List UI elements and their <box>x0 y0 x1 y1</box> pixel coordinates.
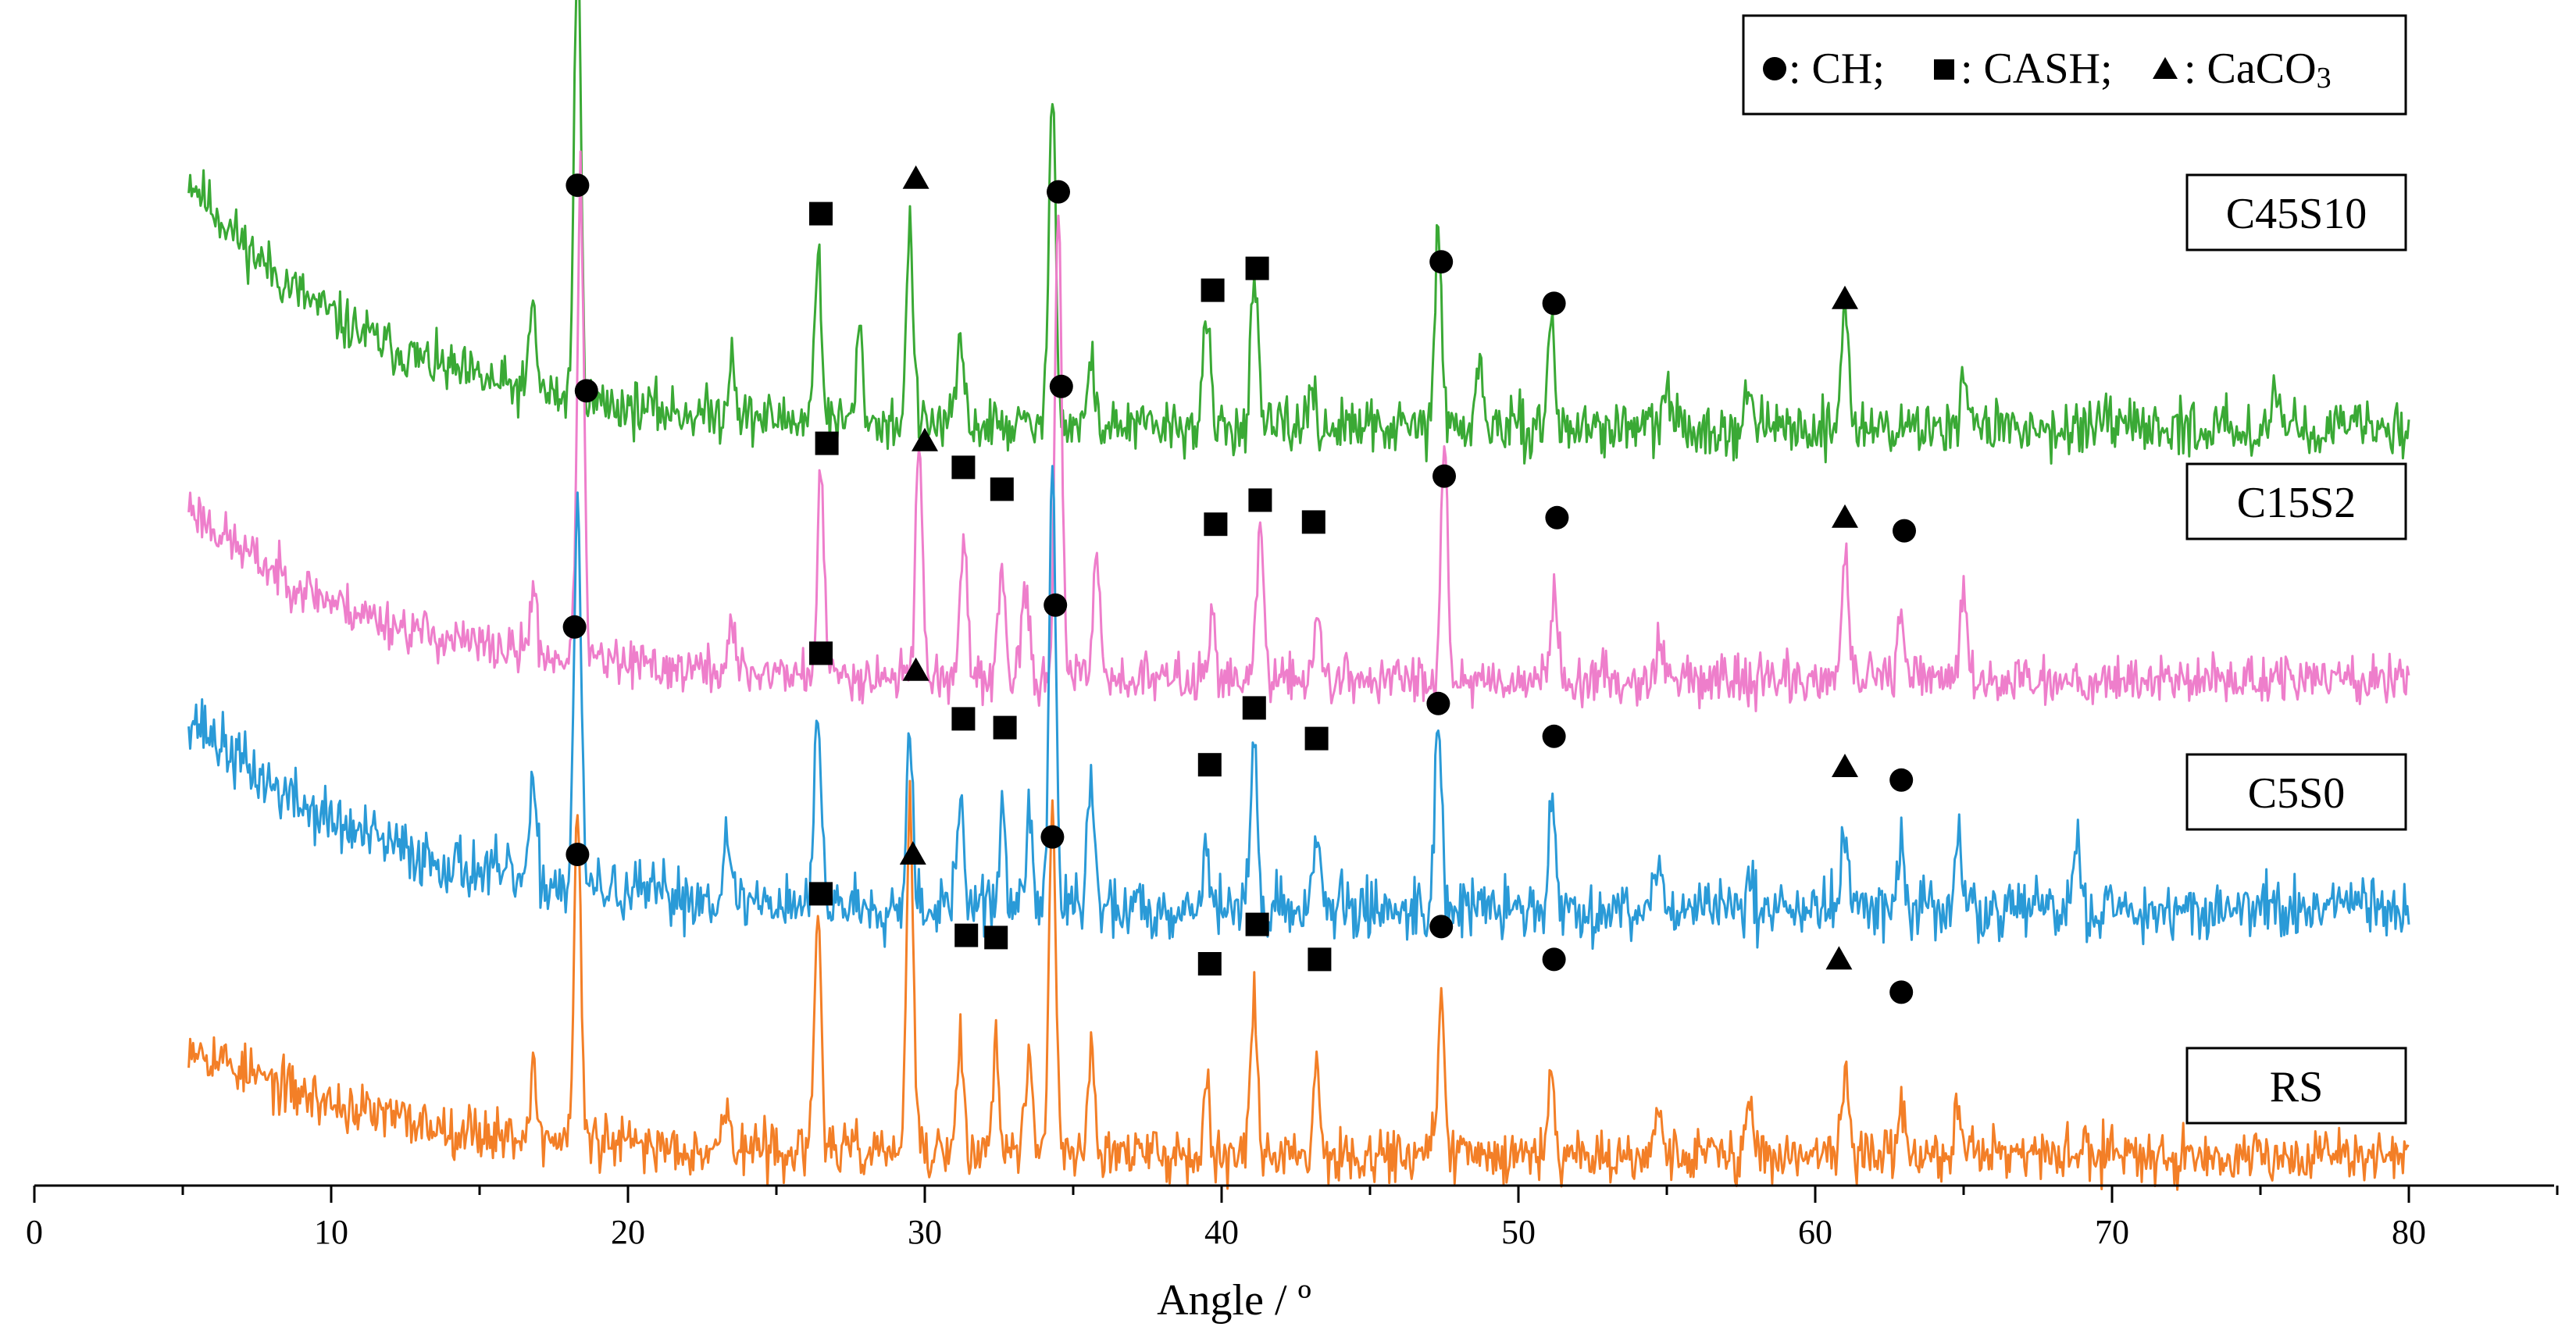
legend-label-ch: : CH; <box>1789 45 1885 93</box>
x-tick-label: 0 <box>26 1213 43 1251</box>
square-marker <box>993 715 1017 740</box>
x-tick-label: 70 <box>2095 1213 2129 1251</box>
square-marker <box>1204 512 1228 537</box>
square-marker <box>1304 726 1329 751</box>
series-line-rs <box>187 779 2410 1191</box>
marker-layer <box>562 165 1916 1004</box>
triangle-marker <box>902 657 929 681</box>
x-tick-label: 80 <box>2392 1213 2426 1251</box>
square-marker <box>984 926 1008 950</box>
series-label-c5s0: C5S0 <box>2185 753 2407 831</box>
x-tick-label: 50 <box>1501 1213 1536 1251</box>
circle-marker <box>1426 691 1450 715</box>
square-marker <box>1242 696 1266 720</box>
square-marker <box>1245 912 1269 936</box>
series-label-text: C45S10 <box>2226 190 2367 238</box>
series-label-box <box>2185 173 2407 251</box>
series-label-box <box>2185 462 2407 540</box>
circle-marker <box>1049 374 1073 398</box>
circle-marker <box>1545 505 1569 530</box>
series-line-c5s0 <box>187 465 2410 950</box>
square-marker <box>1245 256 1269 280</box>
x-tick-label: 60 <box>1798 1213 1832 1251</box>
circle-marker <box>1047 180 1070 204</box>
circle-marker <box>562 615 587 639</box>
series-label-text: C15S2 <box>2237 479 2357 527</box>
circle-marker <box>1893 519 1916 543</box>
legend-square-icon <box>1934 59 1954 80</box>
triangle-marker <box>899 841 926 865</box>
legend-label-cash: : CASH; <box>1961 45 2113 93</box>
circle-marker <box>1432 464 1456 488</box>
square-marker <box>809 882 833 906</box>
square-marker <box>1197 753 1222 777</box>
legend: : CH; : CASH; : CaCO3 <box>1742 14 2407 116</box>
x-tick-label: 40 <box>1204 1213 1239 1251</box>
circle-marker <box>1542 947 1566 972</box>
series-label-rs: RS <box>2185 1047 2407 1125</box>
circle-marker <box>574 379 598 403</box>
square-marker <box>951 455 976 480</box>
circle-marker <box>1889 980 1914 1004</box>
series-label-c45s10: C45S10 <box>2185 173 2407 251</box>
legend-circle-icon <box>1763 57 1786 80</box>
circle-marker <box>566 173 590 198</box>
series-label-text: RS <box>2270 1063 2324 1111</box>
circle-marker <box>1040 825 1065 849</box>
series-label-text: C5S0 <box>2248 769 2346 818</box>
triangle-marker <box>912 427 938 451</box>
x-axis-title: Angle / º <box>1157 1276 1311 1325</box>
square-marker <box>1308 947 1332 972</box>
square-marker <box>809 202 833 226</box>
circle-marker <box>1044 593 1068 617</box>
square-marker <box>1197 952 1222 975</box>
series-label-box <box>2185 1047 2407 1125</box>
square-marker <box>1301 510 1325 534</box>
x-tick-label: 20 <box>611 1213 645 1251</box>
x-tick-label: 30 <box>908 1213 942 1251</box>
square-marker <box>1201 278 1225 302</box>
triangle-marker <box>1832 504 1858 528</box>
legend-box <box>1742 14 2407 116</box>
square-marker <box>951 707 976 731</box>
square-marker <box>809 641 833 665</box>
series-line-c45s10 <box>187 0 2410 465</box>
triangle-marker <box>1825 946 1853 970</box>
triangle-marker <box>902 165 929 189</box>
legend-triangle-icon <box>2153 57 2178 79</box>
legend-label-caco3: : CaCO3 <box>2184 45 2332 95</box>
circle-marker <box>1889 768 1914 792</box>
circle-marker <box>1542 291 1566 316</box>
x-axis: 0 10 20 30 40 50 60 70 80 <box>26 1184 2559 1251</box>
triangle-marker <box>1832 285 1858 309</box>
square-marker <box>954 923 979 947</box>
series-layer <box>187 0 2410 1191</box>
triangle-marker <box>1832 754 1858 777</box>
legend-caco3-subscript: 3 <box>2317 62 2332 95</box>
circle-marker <box>1542 724 1566 748</box>
series-line-c15s2 <box>187 150 2410 712</box>
circle-marker <box>1429 915 1454 939</box>
square-marker <box>815 431 839 455</box>
series-label-c15s2: C15S2 <box>2185 462 2407 540</box>
x-tick-label: 10 <box>314 1213 348 1251</box>
series-label-box <box>2185 753 2407 831</box>
circle-marker <box>566 843 590 866</box>
square-marker <box>1248 488 1272 512</box>
square-marker <box>990 477 1014 501</box>
legend-caco3-main: : CaCO <box>2184 45 2317 93</box>
circle-marker <box>1429 250 1454 274</box>
